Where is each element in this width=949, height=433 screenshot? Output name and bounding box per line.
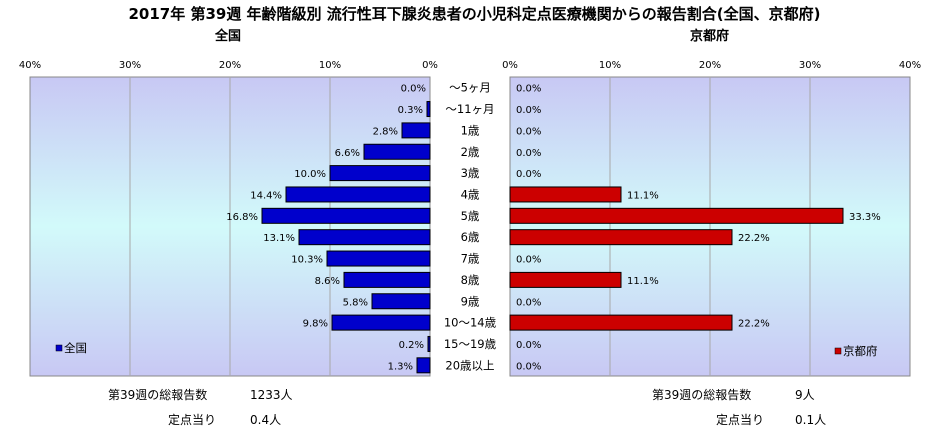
right-data-label: 33.3% [849,212,881,223]
category-label: ～11ヶ月 [445,102,494,116]
left-bar [363,143,431,160]
left-tick-label: 10% [319,60,341,71]
left-bar [261,207,431,224]
chart-title: 2017年 第39週 年齢階級別 流行性耳下腺炎患者の小児科定点医療機関からの報… [128,5,821,23]
kyoto-total-value: 9人 [795,388,815,402]
left-data-label: 0.0% [401,84,426,95]
left-bar [343,271,431,288]
right-data-label: 0.0% [516,340,541,351]
right-data-label: 22.2% [738,319,770,330]
left-bar [427,335,431,352]
left-bar [416,357,431,374]
category-label: 8歳 [461,273,480,287]
left-data-label: 9.8% [303,319,328,330]
left-data-label: 5.8% [343,297,368,308]
right-tick-label: 0% [502,60,518,71]
left-bar [371,293,431,310]
left-tick-label: 40% [19,60,41,71]
left-legend-swatch [55,344,63,352]
right-data-label: 11.1% [627,190,659,201]
right-data-label: 0.0% [516,255,541,266]
left-tick-label: 0% [422,60,438,71]
left-data-label: 0.3% [398,105,423,116]
right-data-label: 0.0% [516,148,541,159]
left-data-label: 10.0% [294,169,326,180]
left-bar [401,122,431,139]
right-data-label: 0.0% [516,361,541,372]
left-bar [329,165,431,182]
left-data-label: 13.1% [263,233,295,244]
category-label: 5歳 [461,209,480,223]
right-data-label: 0.0% [516,297,541,308]
right-data-label: 11.1% [627,276,659,287]
left-legend-label: 全国 [64,341,87,355]
left-data-label: 14.4% [250,190,282,201]
category-label: 2歳 [461,145,480,159]
left-data-label: 8.6% [315,276,340,287]
national-total-label: 第39週の総報告数 [108,388,208,402]
national-total-value: 1233人 [250,388,293,402]
right-bar [509,271,622,288]
right-legend-swatch [834,347,842,355]
category-label: ～5ヶ月 [449,81,491,95]
category-label: 15～19歳 [444,337,497,351]
right-tick-label: 20% [699,60,721,71]
category-label: 1歳 [461,123,480,137]
category-label: 6歳 [461,230,480,244]
left-bar [331,314,431,331]
right-data-label: 0.0% [516,169,541,180]
category-label: 20歳以上 [445,358,494,372]
right-bar [509,207,844,224]
right-bar [509,229,733,246]
national-per-value: 0.4人 [250,413,282,427]
national-per-label: 定点当り [168,413,217,427]
right-data-label: 0.0% [516,126,541,137]
right-legend-label: 京都府 [843,344,878,358]
right-bar [509,314,733,331]
right-data-label: 0.0% [516,105,541,116]
right-data-label: 22.2% [738,233,770,244]
category-label: 9歳 [461,294,480,308]
left-data-label: 16.8% [226,212,258,223]
left-tick-label: 20% [219,60,241,71]
left-data-label: 10.3% [291,255,323,266]
left-bar [298,229,431,246]
kyoto-per-label: 定点当り [716,413,765,427]
left-data-label: 6.6% [335,148,360,159]
category-label: 10～14歳 [444,316,497,330]
left-bar [285,186,431,203]
right-bar [509,186,622,203]
kyoto-total-label: 第39週の総報告数 [652,388,752,402]
left-bar [326,250,431,267]
category-label: 3歳 [461,166,480,180]
left-data-label: 2.8% [373,126,398,137]
right-tick-label: 40% [899,60,921,71]
right-panel-title: 京都府 [690,29,730,44]
right-data-label: 0.0% [516,84,541,95]
category-label: 4歳 [461,187,480,201]
left-bar [426,101,431,118]
right-tick-label: 10% [599,60,621,71]
kyoto-per-value: 0.1人 [795,413,827,427]
right-tick-label: 30% [799,60,821,71]
left-data-label: 1.3% [388,361,413,372]
left-panel-title: 全国 [215,29,242,44]
left-data-label: 0.2% [399,340,424,351]
category-label: 7歳 [461,252,480,266]
left-tick-label: 30% [119,60,141,71]
